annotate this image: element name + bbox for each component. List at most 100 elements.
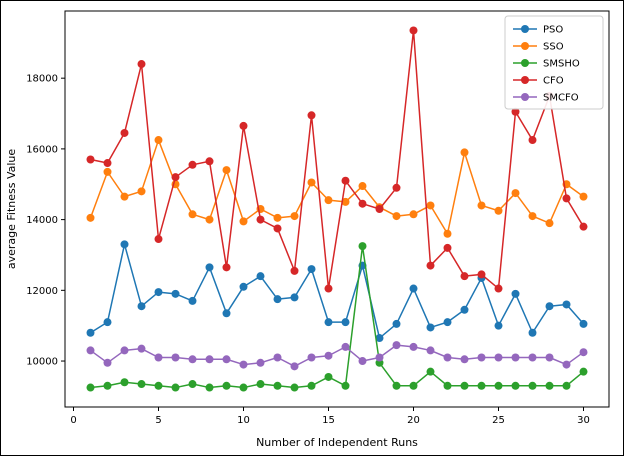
x-tick-label: 0 <box>70 415 76 426</box>
data-point-pso <box>528 328 537 337</box>
x-tick-label: 25 <box>492 415 505 426</box>
data-point-cfo <box>154 235 163 244</box>
data-point-sso <box>426 201 435 210</box>
data-point-pso <box>205 263 214 272</box>
data-point-smcfo <box>409 342 418 351</box>
data-point-smsho <box>562 381 571 390</box>
data-point-cfo <box>426 261 435 270</box>
data-point-pso <box>120 240 129 249</box>
data-point-smsho <box>137 380 146 389</box>
data-point-smcfo <box>375 353 384 362</box>
data-point-cfo <box>375 205 384 213</box>
data-point-smsho <box>120 378 129 387</box>
data-point-cfo <box>579 222 588 231</box>
data-point-smcfo <box>477 353 486 362</box>
data-point-pso <box>545 302 554 311</box>
data-point-smcfo <box>528 353 537 362</box>
data-point-cfo <box>494 284 503 293</box>
data-point-pso <box>392 319 401 328</box>
data-point-smcfo <box>324 351 333 360</box>
data-point-cfo <box>205 157 214 166</box>
data-point-smsho <box>426 367 435 376</box>
data-point-cfo <box>460 272 469 281</box>
data-point-sso <box>307 178 316 187</box>
data-point-sso <box>460 148 469 157</box>
data-point-cfo <box>409 26 418 35</box>
data-point-sso <box>188 210 197 219</box>
data-point-pso <box>443 318 452 327</box>
data-point-sso <box>528 212 537 221</box>
data-point-cfo <box>222 263 231 272</box>
data-point-cfo <box>256 215 265 224</box>
y-tick-label: 10000 <box>26 357 58 368</box>
data-point-smcfo <box>443 353 452 362</box>
data-point-smsho <box>103 381 112 390</box>
data-point-smsho <box>188 380 197 389</box>
data-point-smsho <box>222 381 231 390</box>
data-point-pso <box>86 328 95 337</box>
data-point-pso <box>562 300 571 309</box>
data-point-cfo <box>188 160 197 169</box>
data-point-sso <box>137 187 146 196</box>
data-point-sso <box>443 229 452 238</box>
data-point-cfo <box>86 155 95 164</box>
data-point-cfo <box>392 183 401 192</box>
data-point-smsho <box>392 381 401 390</box>
data-point-smcfo <box>579 348 588 357</box>
legend-label-sso: SSO <box>543 42 564 53</box>
data-point-pso <box>324 318 333 327</box>
legend-label-cfo: CFO <box>543 76 564 87</box>
data-point-sso <box>494 206 503 215</box>
x-tick-label: 10 <box>237 415 250 426</box>
data-point-sso <box>579 192 588 201</box>
data-point-smsho <box>86 383 95 392</box>
data-point-pso <box>426 323 435 332</box>
data-point-smcfo <box>426 346 435 355</box>
data-point-smsho <box>239 383 248 392</box>
data-point-smsho <box>307 381 316 390</box>
data-point-smsho <box>460 381 469 390</box>
data-point-sso <box>511 189 520 198</box>
data-point-smsho <box>290 383 299 392</box>
data-point-cfo <box>528 136 537 145</box>
data-point-sso <box>86 213 95 222</box>
data-point-cfo <box>137 60 146 69</box>
data-point-cfo <box>324 284 333 293</box>
data-point-cfo <box>358 199 367 208</box>
data-point-pso <box>154 288 163 297</box>
data-point-smsho <box>494 381 503 390</box>
data-point-sso <box>324 196 333 205</box>
data-point-smcfo <box>460 355 469 364</box>
data-point-cfo <box>103 159 112 168</box>
legend-label-smsho: SMSHO <box>543 59 580 70</box>
data-point-pso <box>188 296 197 305</box>
data-point-pso <box>290 293 299 302</box>
data-point-smsho <box>273 381 282 390</box>
data-point-smcfo <box>273 353 282 362</box>
data-point-cfo <box>290 266 299 275</box>
x-tick-label: 15 <box>322 415 335 426</box>
data-point-sso <box>103 167 112 176</box>
data-point-smsho <box>528 381 537 390</box>
data-point-smcfo <box>171 353 180 362</box>
data-point-sso <box>358 182 367 191</box>
data-point-sso <box>409 210 418 219</box>
data-point-smsho <box>358 242 367 251</box>
data-point-smcfo <box>256 358 265 367</box>
data-point-sso <box>273 213 282 222</box>
data-point-pso <box>137 302 146 311</box>
y-tick-label: 16000 <box>26 144 58 155</box>
legend-marker <box>521 93 529 101</box>
data-point-pso <box>273 295 282 304</box>
data-point-smcfo <box>562 360 571 369</box>
data-point-pso <box>307 265 316 274</box>
data-point-smsho <box>409 381 418 390</box>
data-point-pso <box>511 289 520 298</box>
data-point-sso <box>545 219 554 228</box>
data-point-pso <box>460 305 469 314</box>
data-point-sso <box>154 136 163 145</box>
y-tick-label: 12000 <box>26 286 58 297</box>
data-point-smcfo <box>239 360 248 369</box>
